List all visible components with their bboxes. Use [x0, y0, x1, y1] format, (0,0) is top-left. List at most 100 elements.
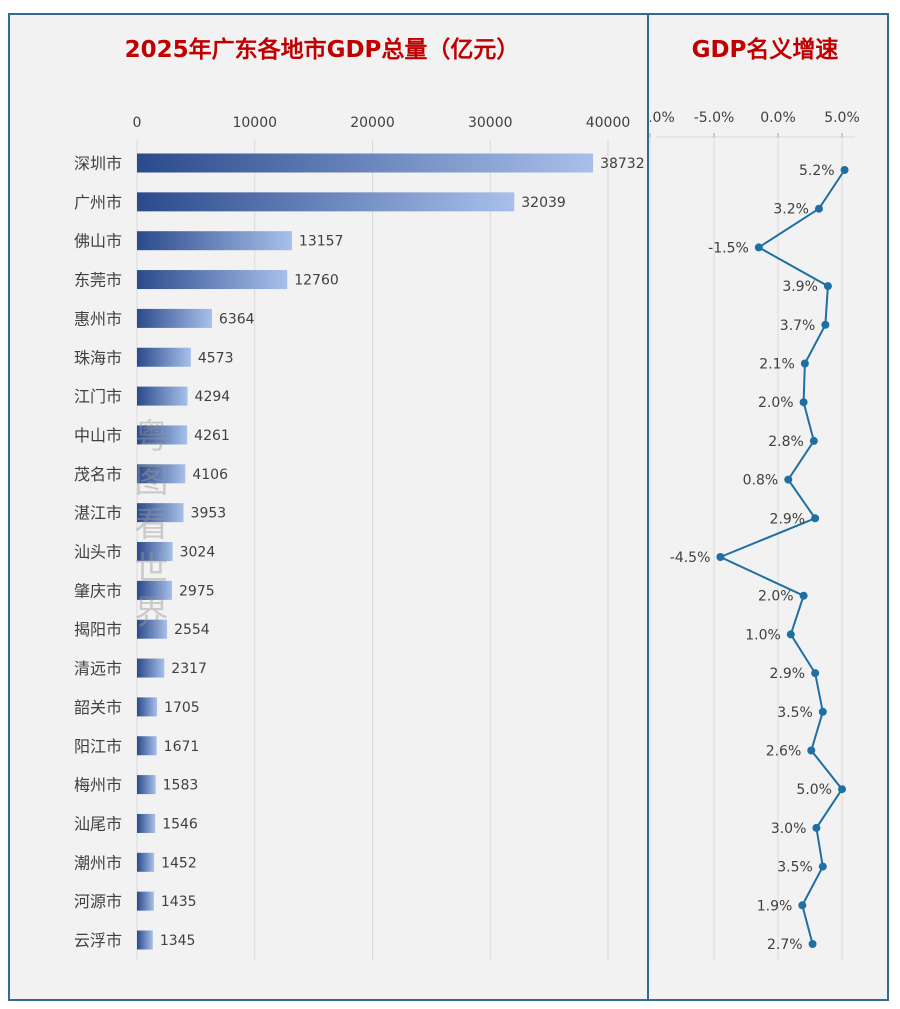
growth-data-label: 2.9%	[770, 511, 806, 527]
growth-data-label: 1.9%	[757, 898, 793, 914]
growth-point	[840, 166, 849, 174]
bar-category-label: 珠海市	[74, 348, 122, 367]
growth-data-label: 1.0%	[745, 627, 781, 643]
bar-category-label: 清远市	[74, 659, 122, 678]
growth-data-label: 2.9%	[770, 666, 806, 682]
bar-category-label: 潮州市	[74, 853, 122, 872]
line-chart-x-axis: -10.0% -5.0% 0.0% 5.0%	[625, 110, 860, 126]
line-x-tick-label: -10.0%	[625, 110, 675, 126]
growth-point	[808, 940, 817, 948]
bar	[137, 813, 156, 833]
bar-category-label: 阳江市	[74, 737, 122, 756]
bar-chart-data-labels: 38732 32039 13157 12760 6364 4573 4294 4261 4106…	[160, 156, 645, 949]
bar-value-label: 4573	[198, 350, 234, 366]
bar-category-label: 江门市	[74, 387, 122, 406]
growth-point	[811, 514, 820, 523]
growth-data-label: 5.2%	[799, 163, 835, 179]
bar	[137, 891, 154, 911]
bar-category-label: 云浮市	[74, 931, 122, 950]
growth-point	[823, 282, 832, 291]
bar-value-label: 2554	[174, 622, 210, 638]
growth-data-label: -4.5%	[670, 550, 711, 566]
bar-value-label: 1583	[163, 778, 199, 794]
bar-x-tick-label: 20000	[350, 115, 395, 131]
bar-x-tick-label: 10000	[232, 115, 277, 131]
bar-value-label: 2317	[171, 661, 207, 677]
chart-frame	[8, 13, 889, 1001]
line-chart-series: 5.2% 3.2% -1.5% 3.9% 3.7% 2.1% 2.0% 2.8% 0.8% 2.9…	[670, 163, 849, 953]
bar-category-label: 梅州市	[74, 776, 122, 795]
bar-category-label: 东莞市	[74, 271, 122, 290]
bar-value-label: 6364	[219, 311, 255, 327]
bar	[137, 386, 188, 406]
bar	[137, 503, 184, 523]
bar-value-label: 13157	[299, 234, 344, 250]
bar	[137, 153, 594, 173]
growth-point	[786, 630, 795, 639]
growth-data-label: 2.7%	[767, 937, 803, 953]
growth-point	[799, 398, 808, 407]
growth-point	[838, 785, 846, 794]
growth-data-label: 3.0%	[771, 821, 807, 837]
bar-value-label: 4106	[192, 467, 228, 483]
bar-value-label: 32039	[521, 195, 566, 211]
line-chart-gridlines	[649, 133, 855, 960]
bar-value-label: 1546	[162, 816, 198, 832]
growth-data-label: 3.2%	[773, 202, 809, 218]
bar-category-label: 韶关市	[74, 698, 122, 717]
bar	[137, 619, 168, 639]
growth-point	[798, 901, 807, 910]
line-chart-title: GDP名义增速	[692, 36, 839, 63]
growth-data-label: 3.5%	[777, 860, 813, 876]
bar-x-tick-label: 0	[133, 115, 142, 131]
bar	[137, 308, 212, 328]
bar-chart-y-axis: 深圳市广州市佛山市东莞市惠州市珠海市江门市中山市茂名市湛江市汕头市肇庆市揭阳市清…	[74, 154, 122, 950]
bar-chart-x-axis: 0 10000 20000 30000 40000	[133, 115, 631, 131]
growth-point	[812, 823, 821, 832]
growth-point	[754, 243, 763, 252]
growth-data-label: 2.0%	[758, 589, 794, 605]
growth-data-label: 3.5%	[777, 705, 813, 721]
growth-point	[818, 707, 827, 716]
bar-value-label: 38732	[600, 156, 645, 172]
watermark: 粤图看世界	[128, 418, 168, 638]
growth-data-label: 2.1%	[759, 357, 795, 373]
bar-category-label: 揭阳市	[74, 620, 122, 639]
bar	[137, 231, 292, 251]
line-x-tick-label: 0.0%	[760, 110, 796, 126]
growth-data-label: 3.7%	[780, 318, 816, 334]
bar-value-label: 1435	[161, 894, 197, 910]
growth-data-label: 2.8%	[768, 434, 804, 450]
growth-point	[809, 436, 818, 445]
bar	[137, 192, 515, 212]
growth-data-label: 3.9%	[782, 279, 818, 295]
bar-category-label: 佛山市	[74, 232, 122, 251]
bar	[137, 852, 155, 872]
bar-value-label: 1671	[164, 739, 200, 755]
bar-category-label: 中山市	[74, 426, 122, 445]
growth-point	[814, 204, 823, 213]
line-x-tick-label: 5.0%	[824, 110, 860, 126]
bar	[137, 775, 156, 795]
bar	[137, 425, 188, 445]
bar-value-label: 4294	[195, 389, 231, 405]
bar	[137, 580, 173, 600]
bar-chart-title: 2025年广东各地市GDP总量（亿元）	[125, 36, 520, 63]
bar-category-label: 湛江市	[74, 504, 122, 523]
bar-chart-bars	[137, 153, 594, 950]
growth-point	[811, 669, 820, 678]
bar	[137, 697, 158, 717]
growth-data-label: 5.0%	[796, 782, 832, 798]
growth-point	[807, 746, 816, 755]
bar-value-label: 3024	[180, 545, 216, 561]
bar-category-label: 汕头市	[74, 543, 122, 562]
bar-category-label: 茂名市	[74, 465, 122, 484]
growth-data-label: 2.6%	[766, 744, 802, 760]
bar-category-label: 广州市	[74, 193, 122, 212]
bar	[137, 347, 191, 367]
growth-point	[818, 862, 827, 871]
bar	[137, 930, 153, 950]
bar-category-label: 深圳市	[74, 154, 122, 173]
bar-value-label: 4261	[194, 428, 230, 444]
